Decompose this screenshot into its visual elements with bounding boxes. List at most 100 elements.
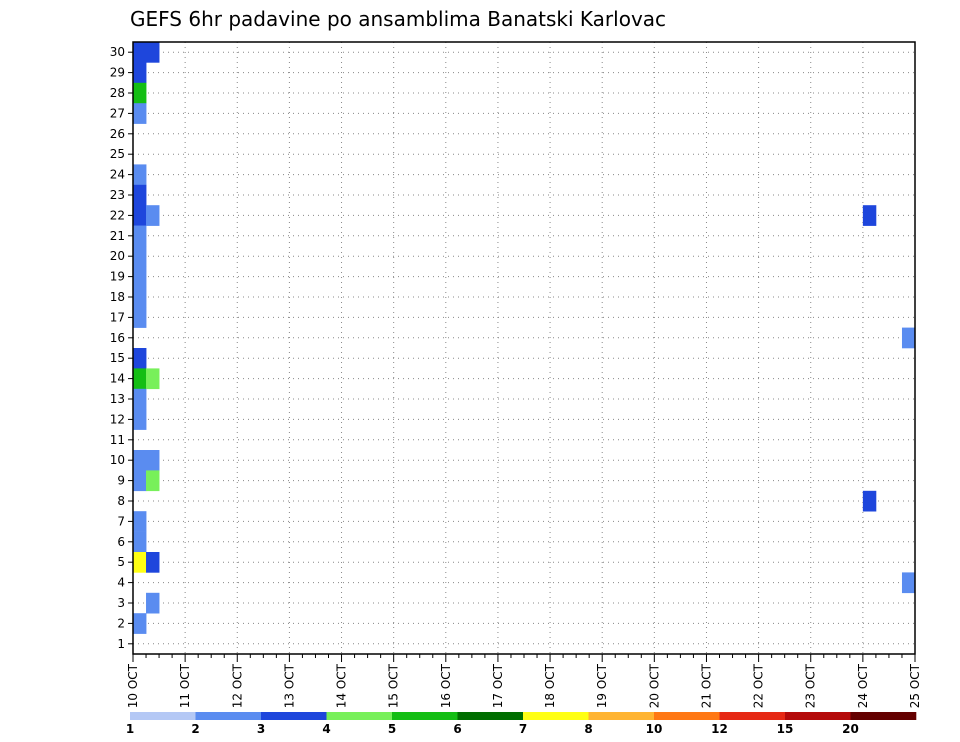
precip-cell [133, 307, 147, 328]
y-tick-label: 18 [110, 290, 125, 304]
precip-cell [133, 409, 147, 430]
y-tick-label: 2 [117, 616, 125, 630]
y-tick-label: 28 [110, 86, 125, 100]
y-tick-label: 20 [110, 249, 125, 263]
y-tick-label: 26 [110, 127, 125, 141]
colorbar-label: 12 [711, 722, 728, 736]
precip-cell [133, 531, 147, 553]
colorbar-swatch [392, 712, 458, 720]
precip-cell [146, 470, 160, 492]
precip-cell [133, 225, 147, 247]
precip-cell [133, 388, 147, 410]
x-axis: 10 OCT 11 OCT 12 OCT 13 OCT 14 OCT 15 OCT 16 O… [126, 654, 922, 708]
precip-cell [133, 450, 147, 471]
precip-cell [146, 368, 160, 390]
y-tick-label: 23 [110, 188, 125, 202]
colorbar-label: 20 [842, 722, 859, 736]
colorbar-swatch [195, 712, 262, 720]
precip-cell [133, 613, 147, 634]
precip-cell [133, 205, 147, 226]
precip-cell [133, 184, 147, 206]
x-tick-label: 21 OCT [699, 663, 713, 708]
colorbar-label: 3 [257, 722, 265, 736]
precip-cell [133, 42, 147, 63]
x-tick-label: 16 OCT [439, 663, 453, 708]
x-tick-label: 10 OCT [126, 663, 140, 708]
precipitation-cells [133, 42, 916, 634]
y-tick-label: 10 [110, 453, 125, 467]
precip-cell [862, 490, 877, 512]
precip-cell [133, 470, 147, 492]
colorbar-label: 10 [646, 722, 663, 736]
y-tick-label: 9 [117, 474, 125, 488]
precip-cell [146, 205, 160, 226]
colorbar-swatch [523, 712, 589, 720]
x-tick-label: 24 OCT [856, 663, 870, 708]
colorbar: 1 2 3 4 5 6 7 8 10 12 15 20 [126, 712, 917, 736]
x-tick-label: 13 OCT [282, 663, 296, 708]
precip-cell [133, 164, 147, 186]
chart-title: GEFS 6hr padavine po ansamblima Banatski… [130, 7, 666, 31]
precip-cell [146, 450, 160, 471]
colorbar-swatch [457, 712, 524, 720]
y-tick-label: 29 [110, 66, 125, 80]
y-tick-label: 30 [110, 45, 125, 59]
y-tick-label: 5 [117, 555, 125, 569]
x-tick-label: 22 OCT [752, 663, 766, 708]
y-tick-label: 21 [110, 229, 125, 243]
precip-cell [146, 552, 160, 573]
colorbar-label: 6 [453, 722, 461, 736]
precip-cell [133, 511, 147, 532]
y-tick-label: 14 [110, 372, 125, 386]
y-tick-label: 6 [117, 535, 125, 549]
colorbar-label: 5 [388, 722, 396, 736]
y-tick-label: 15 [110, 351, 125, 365]
x-tick-label: 11 OCT [178, 663, 192, 708]
y-tick-label: 8 [117, 494, 125, 508]
x-tick-label: 14 OCT [335, 663, 349, 708]
colorbar-label: 2 [191, 722, 199, 736]
x-tick-label: 23 OCT [804, 663, 818, 708]
precip-cell [133, 266, 147, 288]
y-tick-label: 17 [110, 310, 125, 324]
x-tick-label: 17 OCT [491, 663, 505, 708]
colorbar-swatch [850, 712, 917, 720]
x-tick-label: 20 OCT [647, 663, 661, 708]
y-tick-label: 25 [110, 147, 125, 161]
precip-cell [133, 552, 147, 573]
colorbar-label: 4 [322, 722, 330, 736]
precip-cell [133, 82, 147, 104]
precip-cell [146, 592, 160, 614]
precip-cell [133, 368, 147, 390]
x-tick-label: 12 OCT [230, 663, 244, 708]
colorbar-swatch [785, 712, 851, 720]
precip-cell [146, 42, 160, 63]
y-tick-label: 24 [110, 168, 125, 182]
colorbar-swatch [654, 712, 720, 720]
y-tick-label: 4 [117, 576, 125, 590]
precip-cell [862, 205, 877, 226]
precip-cell [133, 286, 147, 308]
colorbar-swatch [588, 712, 655, 720]
y-tick-label: 7 [117, 514, 125, 528]
y-tick-label: 19 [110, 270, 125, 284]
colorbar-swatch [261, 712, 327, 720]
x-tick-label: 25 OCT [908, 663, 922, 708]
y-axis: 1234567891011121314151617181920212223242… [110, 45, 133, 651]
precip-cell [901, 327, 916, 349]
precip-cell [133, 246, 147, 267]
colorbar-label: 8 [584, 722, 592, 736]
colorbar-swatch [719, 712, 786, 720]
colorbar-label: 7 [519, 722, 527, 736]
y-tick-label: 22 [110, 208, 125, 222]
precip-cell [133, 103, 147, 124]
precip-cell [133, 62, 147, 84]
colorbar-label: 15 [777, 722, 794, 736]
y-tick-label: 27 [110, 106, 125, 120]
y-tick-label: 3 [117, 596, 125, 610]
x-tick-label: 19 OCT [595, 663, 609, 708]
y-tick-label: 13 [110, 392, 125, 406]
colorbar-swatch [326, 712, 393, 720]
y-tick-label: 1 [117, 637, 125, 651]
